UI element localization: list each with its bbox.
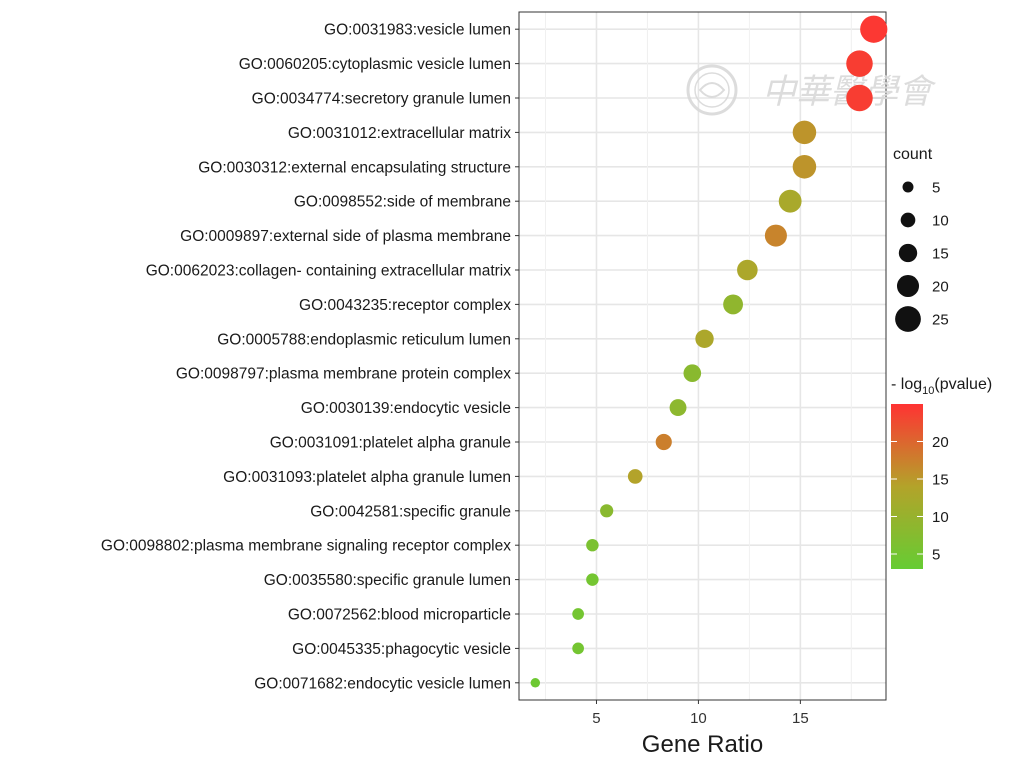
grid-lines <box>519 12 886 700</box>
data-point <box>792 155 817 179</box>
y-tick-label: GO:0031012:extracellular matrix <box>288 125 511 142</box>
x-tick-label: 5 <box>592 710 600 727</box>
size-legend-title: count <box>893 146 933 163</box>
data-point <box>683 364 702 383</box>
color-legend-label: 15 <box>932 472 949 489</box>
data-point <box>695 329 714 348</box>
y-tick-label: GO:0009897:external side of plasma membr… <box>180 228 511 245</box>
data-point <box>600 504 614 518</box>
x-tick-label: 15 <box>792 710 809 727</box>
y-tick-label: GO:0035580:specific granule lumen <box>264 572 511 589</box>
data-point <box>846 50 873 77</box>
color-legend-label: 20 <box>932 434 949 451</box>
y-tick-label: GO:0005788:endoplasmic reticulum lumen <box>217 331 511 348</box>
size-legend-label: 15 <box>932 246 949 263</box>
size-legend-key <box>895 306 921 332</box>
watermark-seal-icon <box>686 64 738 116</box>
data-point <box>586 538 599 552</box>
color-legend-title-suffix: (pvalue) <box>934 376 992 393</box>
y-tick-label: GO:0031093:platelet alpha granule lumen <box>223 469 511 486</box>
x-axis-title: Gene Ratio <box>642 731 763 758</box>
data-point <box>846 84 873 112</box>
data-point <box>723 294 744 315</box>
y-tick-label: GO:0045335:phagocytic vesicle <box>292 641 511 658</box>
color-legend-bar <box>891 404 923 569</box>
y-tick-label: GO:0098552:side of membrane <box>294 194 511 211</box>
size-legend-key <box>898 243 918 263</box>
data-point <box>737 259 758 281</box>
data-point <box>572 608 584 620</box>
y-tick-label: GO:0031983:vesicle lumen <box>324 22 511 39</box>
plot-panel-border <box>518 11 887 701</box>
data-point <box>572 642 584 655</box>
data-point <box>792 120 817 145</box>
data-point <box>627 469 643 484</box>
size-legend-label: 10 <box>932 213 949 230</box>
watermark: 中華醫學會 <box>686 64 937 116</box>
y-tick-label: GO:0030312:external encapsulating struct… <box>198 159 511 176</box>
size-legend-label: 20 <box>932 279 949 296</box>
size-legend-key <box>896 274 920 298</box>
y-tick-label: GO:0031091:platelet alpha granule <box>270 435 511 452</box>
color-legend-title-subscript: 10 <box>922 385 934 397</box>
size-legend-label: 5 <box>932 180 940 197</box>
data-point <box>778 189 802 213</box>
y-tick-label: GO:0098802:plasma membrane signaling rec… <box>101 538 511 555</box>
color-legend-label: 5 <box>932 547 940 564</box>
size-legend-key <box>902 181 914 193</box>
size-legend: count 5 10 15 20 25 <box>893 146 949 332</box>
data-point <box>669 399 687 417</box>
data-point <box>860 15 888 43</box>
y-tick-label: GO:0098797:plasma membrane protein compl… <box>176 366 511 383</box>
color-legend-label: 10 <box>932 509 949 526</box>
y-axis: GO:0031983:vesicle lumen GO:0060205:cytop… <box>101 22 519 692</box>
color-legend-title: - log10(pvalue) <box>891 376 992 397</box>
data-points <box>530 15 888 688</box>
x-axis: 5 10 15 <box>592 700 809 727</box>
y-tick-label: GO:0043235:receptor complex <box>299 297 511 314</box>
color-legend-title-prefix: - log <box>891 376 922 393</box>
y-tick-label: GO:0034774:secretory granule lumen <box>252 91 511 108</box>
size-legend-label: 25 <box>932 312 949 329</box>
y-tick-label: GO:0060205:cytoplasmic vesicle lumen <box>239 56 511 73</box>
data-point <box>530 678 541 688</box>
y-tick-label: GO:0030139:endocytic vesicle <box>301 400 511 417</box>
data-point <box>586 573 599 586</box>
y-tick-label: GO:0071682:endocytic vesicle lumen <box>254 675 511 692</box>
y-tick-label: GO:0042581:specific granule <box>310 503 511 520</box>
data-point <box>655 433 672 451</box>
data-point <box>764 224 787 247</box>
y-tick-label: GO:0072562:blood microparticle <box>288 607 511 624</box>
y-tick-label: GO:0062023:collagen- containing extracel… <box>146 263 512 280</box>
size-legend-key <box>900 212 916 228</box>
x-tick-label: 10 <box>690 710 707 727</box>
